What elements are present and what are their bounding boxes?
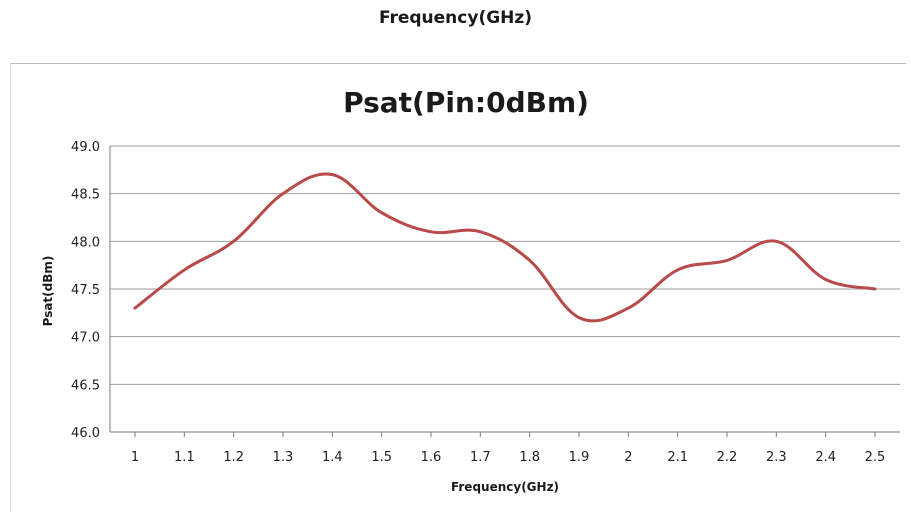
y-tick-label: 48.5 — [71, 188, 100, 203]
data-point — [676, 268, 680, 272]
series-layer — [133, 172, 877, 323]
x-tick-label: 2 — [624, 450, 632, 465]
data-point — [232, 239, 236, 243]
y-tick-label: 49.0 — [71, 140, 100, 155]
top-axis-label: Frequency(GHz) — [378, 8, 533, 28]
x-tick-label: 1.9 — [569, 450, 590, 465]
x-tick-label: 1.3 — [273, 450, 294, 465]
x-tick-label: 1.2 — [223, 450, 244, 465]
x-tick-label: 2.2 — [717, 450, 738, 465]
y-tick-label: 47.0 — [71, 331, 100, 346]
data-point — [528, 258, 532, 262]
y-tick-labels: 46.0 46.5 47.0 47.5 48.0 48.5 49.0 — [71, 140, 100, 441]
x-tick-label: 2.3 — [766, 450, 787, 465]
data-point — [626, 306, 630, 310]
x-tick-label: 1.6 — [421, 450, 442, 465]
x-tick-label: 1.5 — [371, 450, 392, 465]
y-tick-label: 46.5 — [71, 378, 100, 393]
x-tick-label: 1 — [131, 450, 139, 465]
data-point — [330, 173, 334, 177]
data-point — [380, 211, 384, 215]
data-point — [774, 239, 778, 243]
y-tick-label: 48.0 — [71, 235, 100, 250]
x-tick-label: 1.1 — [174, 450, 195, 465]
data-point — [725, 258, 729, 262]
data-point — [281, 192, 285, 196]
data-point — [429, 230, 433, 234]
data-point — [873, 287, 877, 291]
gridlines — [109, 145, 900, 437]
data-point — [182, 268, 186, 272]
y-tick-label: 47.5 — [71, 283, 100, 298]
x-tick-label: 1.7 — [470, 450, 491, 465]
y-axis-title: Psat(dBm) — [41, 256, 55, 327]
x-tick-label: 1.8 — [519, 450, 540, 465]
data-point — [133, 306, 137, 310]
x-tick-label: 2.1 — [667, 450, 688, 465]
x-tick-labels: 1 1.1 1.2 1.3 1.4 1.5 1.6 1.7 1.8 1.9 2 2.1 2.2 2.3 2.… — [131, 450, 885, 465]
x-tick-label: 1.4 — [322, 450, 343, 465]
x-tick-label: 2.5 — [865, 450, 886, 465]
data-point — [577, 316, 581, 320]
y-tick-label: 46.0 — [71, 426, 100, 441]
data-point — [478, 230, 482, 234]
data-point — [824, 277, 828, 281]
series-line — [133, 172, 877, 323]
chart-title: Psat(Pin:0dBm) — [343, 86, 589, 119]
x-tick-label: 2.4 — [815, 450, 836, 465]
x-axis-title: Frequency(GHz) — [451, 480, 559, 494]
